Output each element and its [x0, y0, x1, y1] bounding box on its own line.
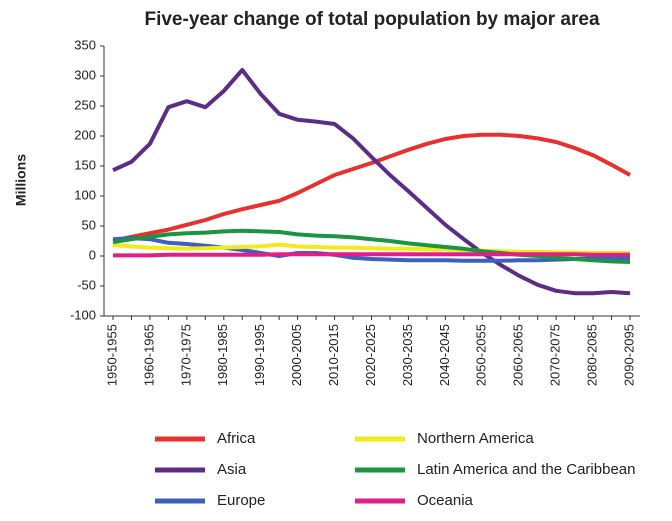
legend-label: Northern America [417, 430, 534, 447]
y-tick-label: 350 [74, 37, 96, 52]
x-tick-label: 2010-2015 [326, 324, 341, 386]
legend-label: Asia [217, 461, 247, 478]
legend-label: Oceania [417, 492, 474, 509]
series-line [112, 228, 631, 264]
y-tick-label: 150 [74, 157, 96, 172]
chart-title: Five-year change of total population by … [144, 9, 599, 30]
x-tick-label: 2060-2065 [511, 324, 526, 386]
x-tick-label: 1950-1955 [104, 324, 119, 386]
legend-label: Latin America and the Caribbean [417, 461, 635, 478]
series-line [112, 242, 630, 255]
x-tick-label: 2080-2085 [585, 324, 600, 386]
legend-label: Europe [217, 492, 265, 509]
x-tick-label: 1960-1965 [141, 324, 156, 386]
y-axis-label: Millions [13, 154, 29, 206]
y-tick-label: 50 [82, 217, 96, 232]
y-tick-label: -100 [70, 307, 96, 322]
x-tick-label: 2020-2025 [363, 324, 378, 386]
y-tick-label: 0 [89, 247, 96, 262]
y-tick-label: 100 [74, 187, 96, 202]
y-tick-label: -50 [77, 277, 96, 292]
series-line [112, 68, 631, 296]
x-tick-label: 2090-2095 [621, 324, 636, 386]
x-tick-label: 2000-2005 [289, 324, 304, 386]
x-tick-label: 1980-1985 [215, 324, 230, 386]
series-line [113, 252, 630, 258]
x-tick-label: 2040-2045 [437, 324, 452, 386]
series-line [112, 132, 631, 243]
y-tick-label: 250 [74, 97, 96, 112]
x-tick-label: 1970-1975 [178, 324, 193, 386]
legend-label: Africa [217, 430, 256, 447]
series-line [112, 236, 630, 263]
y-tick-label: 200 [74, 127, 96, 142]
x-tick-label: 2070-2075 [548, 324, 563, 386]
y-tick-label: 300 [74, 67, 96, 82]
x-tick-label: 1990-1995 [252, 324, 267, 386]
x-tick-label: 2050-2055 [474, 324, 489, 386]
x-tick-label: 2030-2035 [400, 324, 415, 386]
